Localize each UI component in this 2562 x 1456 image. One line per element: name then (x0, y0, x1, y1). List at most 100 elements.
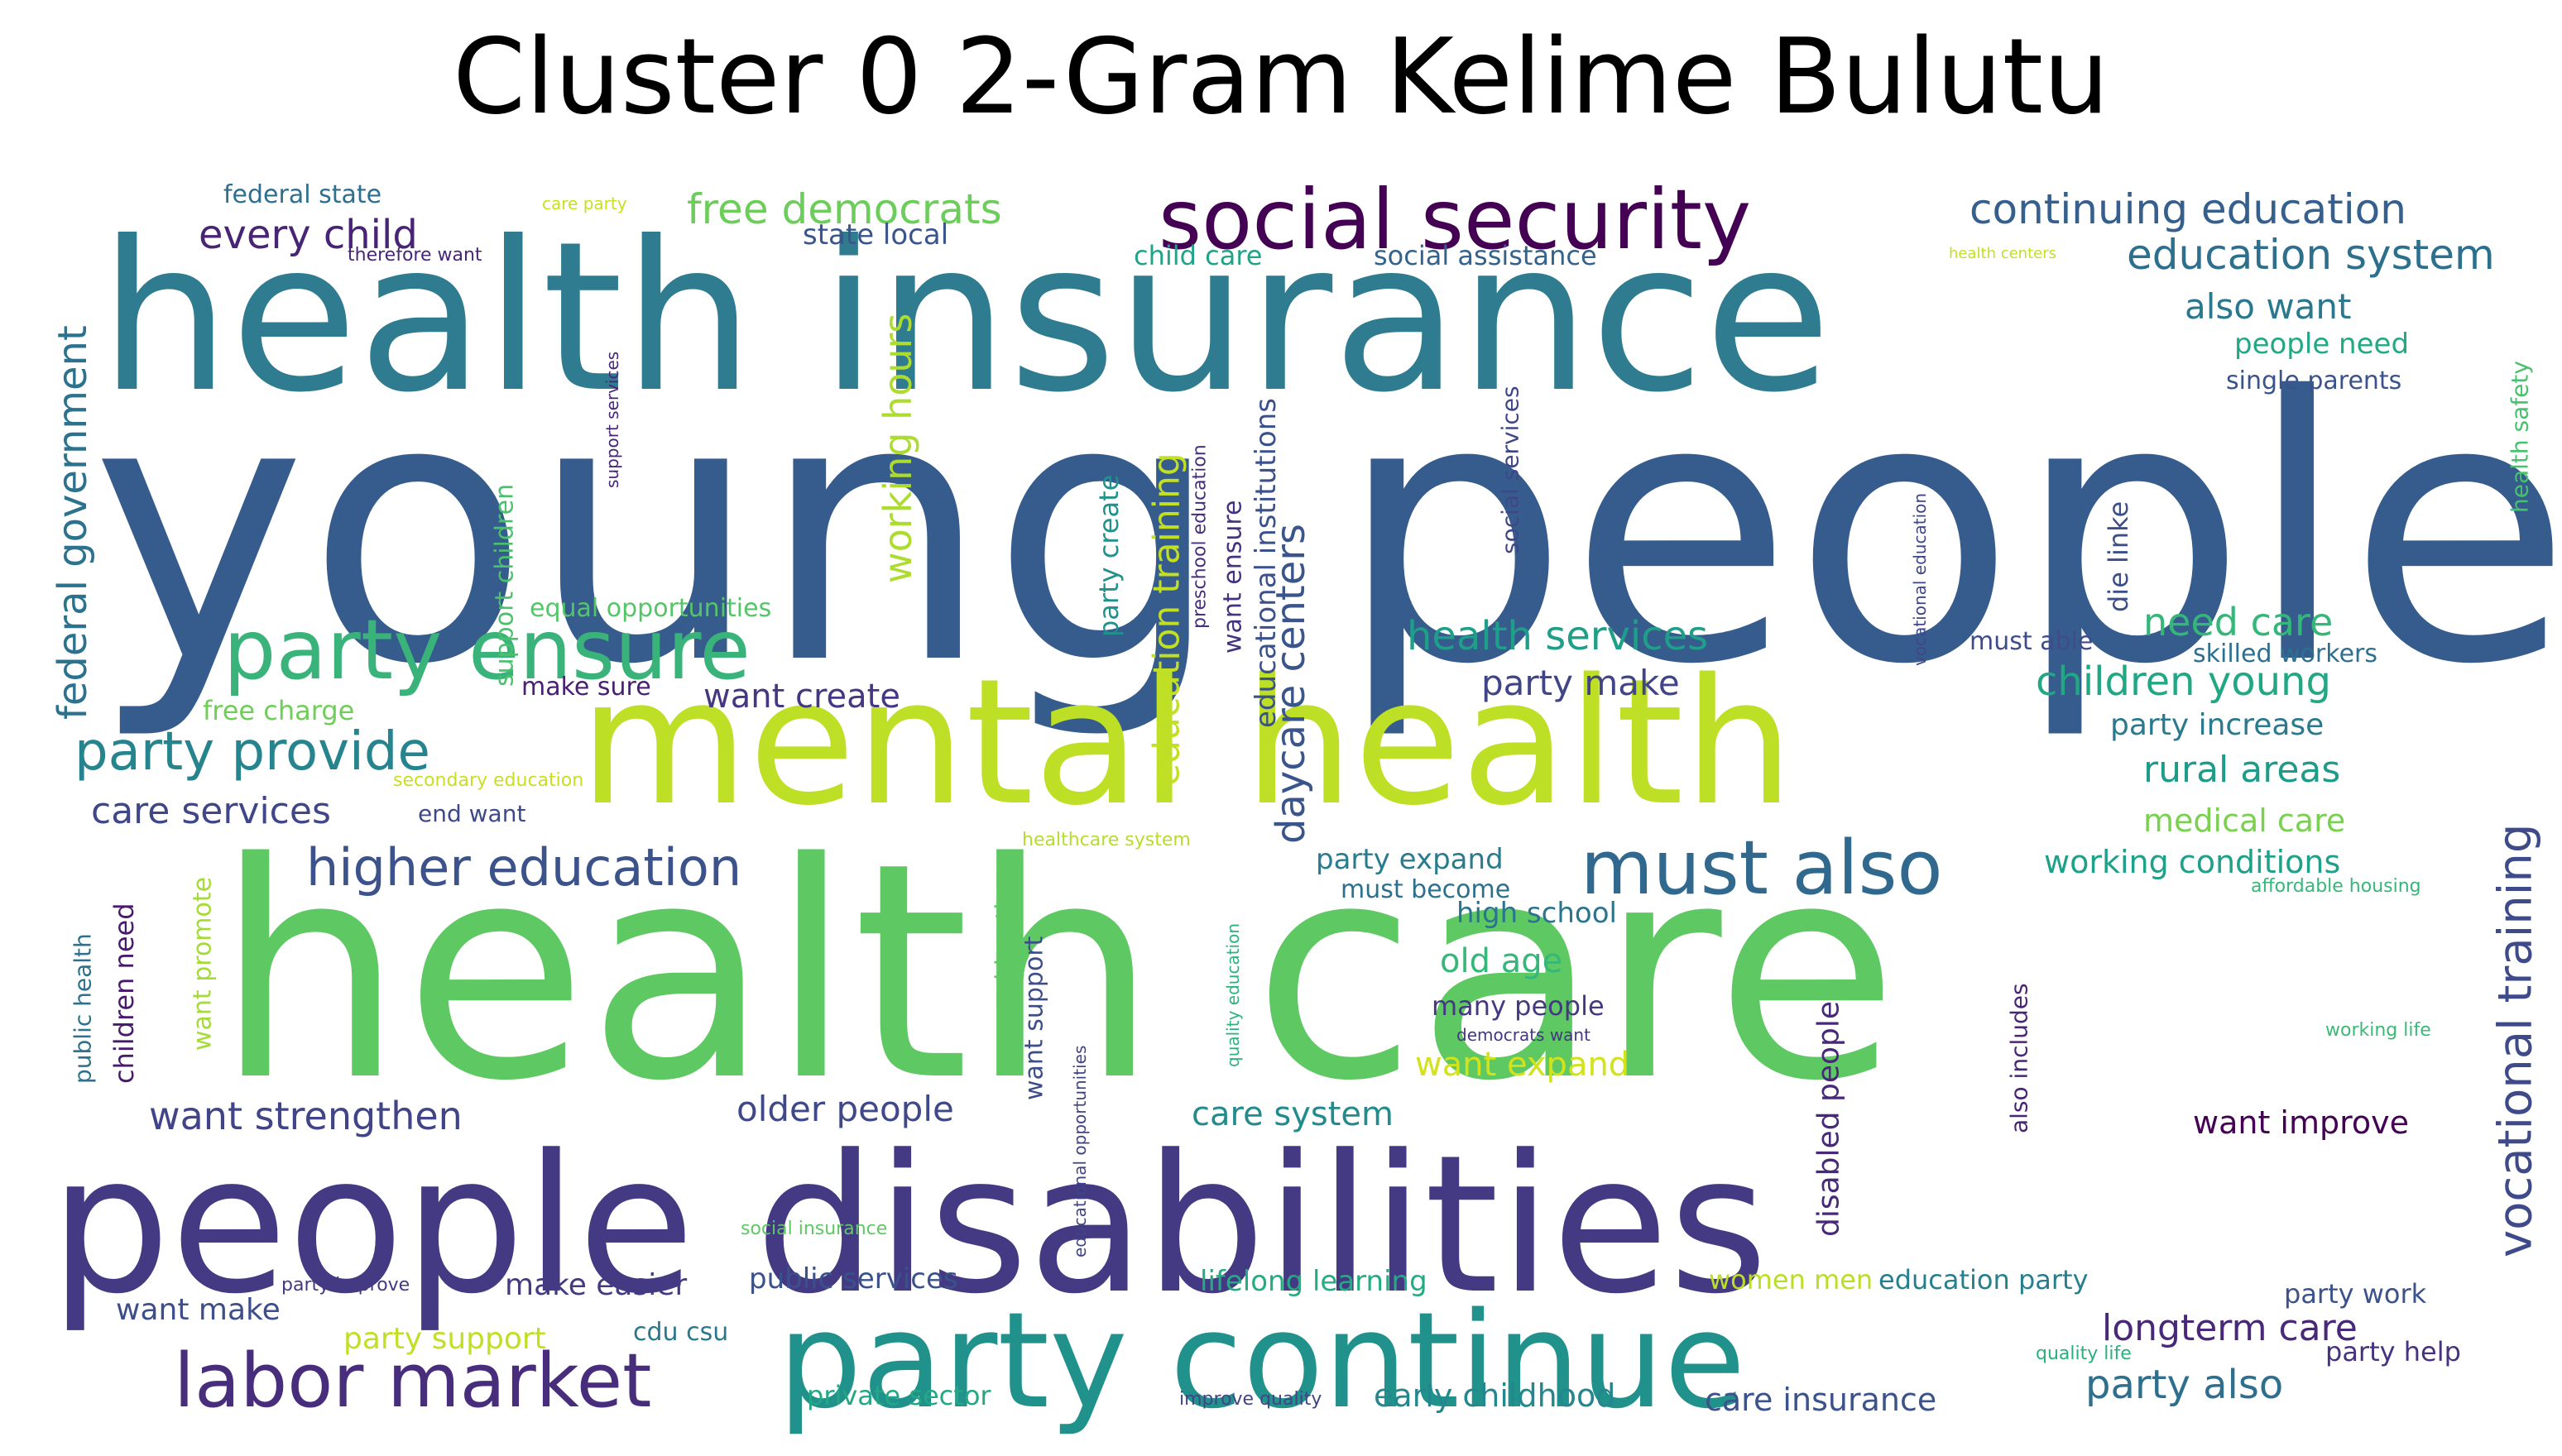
word-want-support: want support (1020, 936, 1049, 1100)
word-disabled-people: disabled people (1812, 1001, 1846, 1237)
word-rural-areas: rural areas (2143, 749, 2340, 791)
word-education-training: education training (1146, 453, 1188, 786)
word-want-strengthen: want strengthen (149, 1094, 463, 1138)
word-working-life: working life (2325, 1020, 2431, 1041)
word-high-school: high school (1456, 897, 1617, 930)
word-cdu-csu: cdu csu (633, 1318, 728, 1347)
word-secondary-education: secondary education (393, 770, 583, 791)
word-continuing-education: continuing education (1969, 185, 2406, 233)
word-improve-quality: improve quality (1179, 1389, 1322, 1410)
word-young-people: young people (91, 320, 2562, 744)
word-medical-care: medical care (2143, 802, 2345, 839)
word-public-services: public services (749, 1262, 958, 1296)
word-children-need: children need (108, 903, 140, 1084)
word-equal-opportunities: equal opportunities (530, 594, 771, 623)
word-party-provide: party provide (74, 721, 430, 783)
word-must-become: must become (1341, 875, 1510, 904)
word-education-party: education party (1878, 1264, 2089, 1296)
word-women-men: women men (1709, 1264, 1873, 1296)
word-affordable-housing: affordable housing (2251, 876, 2421, 897)
word-daycare-centers: daycare centers (1268, 524, 1314, 844)
word-education-system: education system (2127, 231, 2495, 279)
word-social-insurance: social insurance (741, 1219, 887, 1239)
word-quality-education: quality education (1223, 923, 1243, 1067)
word-social-services: social services (1497, 386, 1524, 554)
word-die-linke: die linke (2103, 501, 2134, 612)
word-party-work: party work (2284, 1278, 2427, 1310)
word-vocational-education: vocational education (1910, 493, 1930, 666)
word-educational-opportunities: educational opportunities (1070, 1046, 1090, 1257)
word-want-expand: want expand (1415, 1046, 1629, 1084)
word-health-care: health care (215, 799, 1898, 1146)
word-health-insurance: health insurance (99, 197, 1831, 438)
word-skilled-workers: skilled workers (2193, 639, 2377, 668)
word-also-includes: also includes (2006, 983, 2033, 1133)
word-state-local: state local (803, 218, 948, 251)
word-care-system: care system (1192, 1095, 1394, 1133)
word-free-charge: free charge (203, 695, 354, 726)
word-democrats-want: democrats want (1456, 1025, 1590, 1045)
word-child-care: child care (1134, 240, 1262, 271)
word-need-care: need care (2143, 600, 2333, 644)
word-health-safety: health safety (2507, 361, 2534, 513)
word-must-also: must also (1581, 825, 1943, 912)
word-care-party: care party (542, 194, 627, 213)
word-working-time: working time (991, 864, 1020, 1026)
word-care-services: care services (91, 790, 331, 832)
word-also-want: also want (2185, 286, 2352, 327)
word-preschool-education: preschool education (1190, 444, 1211, 629)
word-party-make: party make (1481, 663, 1680, 703)
word-people-disabilities: people disabilities (50, 1115, 1768, 1336)
word-free-democrats: free democrats (687, 185, 1002, 233)
word-higher-education: higher education (306, 837, 741, 898)
word-labor-market: labor market (174, 1338, 651, 1425)
word-want-make: want make (116, 1293, 281, 1327)
word-must-able: must able (1969, 627, 2093, 656)
word-lifelong-learning: lifelong learning (1200, 1265, 1427, 1298)
word-quality-life: quality life (2036, 1343, 2132, 1364)
word-private-sector: private sector (807, 1380, 991, 1411)
word-party-improve: party improve (281, 1275, 410, 1296)
word-children-young: children young (2036, 659, 2331, 705)
word-older-people: older people (736, 1089, 954, 1129)
word-federal-state: federal state (223, 180, 381, 209)
word-mental-health: mental health (579, 641, 1794, 844)
word-party-also: party also (2085, 1362, 2283, 1408)
word-every-child: every child (199, 212, 418, 258)
word-early-childhood: early childhood (1374, 1377, 1615, 1414)
word-people-need: people need (2234, 328, 2409, 361)
word-want-ensure: want ensure (1219, 500, 1248, 654)
word-want-create: want create (703, 678, 900, 716)
word-party-help: party help (2325, 1336, 2461, 1367)
word-party-increase: party increase (2110, 708, 2324, 742)
word-social-assistance: social assistance (1374, 240, 1597, 271)
word-longterm-care: longterm care (2102, 1307, 2358, 1349)
word-federal-government: federal government (50, 325, 96, 720)
word-party-expand: party expand (1316, 843, 1504, 876)
word-single-parents: single parents (2226, 366, 2401, 395)
word-health-services: health services (1407, 613, 1708, 659)
word-care-insurance: care insurance (1705, 1382, 1936, 1418)
word-party-continue: party continue (778, 1283, 1745, 1438)
word-support-services: support services (602, 352, 622, 488)
cloud-title: Cluster 0 2-Gram Kelime Bulutu (453, 16, 2109, 137)
word-want-promote: want promote (189, 877, 218, 1051)
word-social-security: social security (1159, 171, 1751, 268)
word-working-hours: working hours (876, 314, 920, 583)
word-party-support: party support (343, 1322, 546, 1356)
word-support-children: support children (491, 484, 520, 687)
word-vocational-training: vocational training (2489, 824, 2543, 1257)
word-want-improve: want improve (2193, 1104, 2409, 1141)
word-party-create: party create (1093, 475, 1125, 637)
word-make-easier: make easier (505, 1268, 687, 1302)
word-working-conditions: working conditions (2044, 844, 2340, 880)
word-health-centers: health centers (1949, 245, 2056, 262)
word-healthcare-system: healthcare system (1022, 830, 1191, 850)
word-educational-institutions: educational institutions (1250, 398, 1283, 728)
word-end-want: end want (418, 800, 525, 827)
word-party-ensure: party ensure (223, 601, 751, 698)
word-many-people: many people (1432, 990, 1605, 1022)
word-make-sure: make sure (521, 673, 651, 702)
word-public-health: public health (70, 933, 97, 1084)
